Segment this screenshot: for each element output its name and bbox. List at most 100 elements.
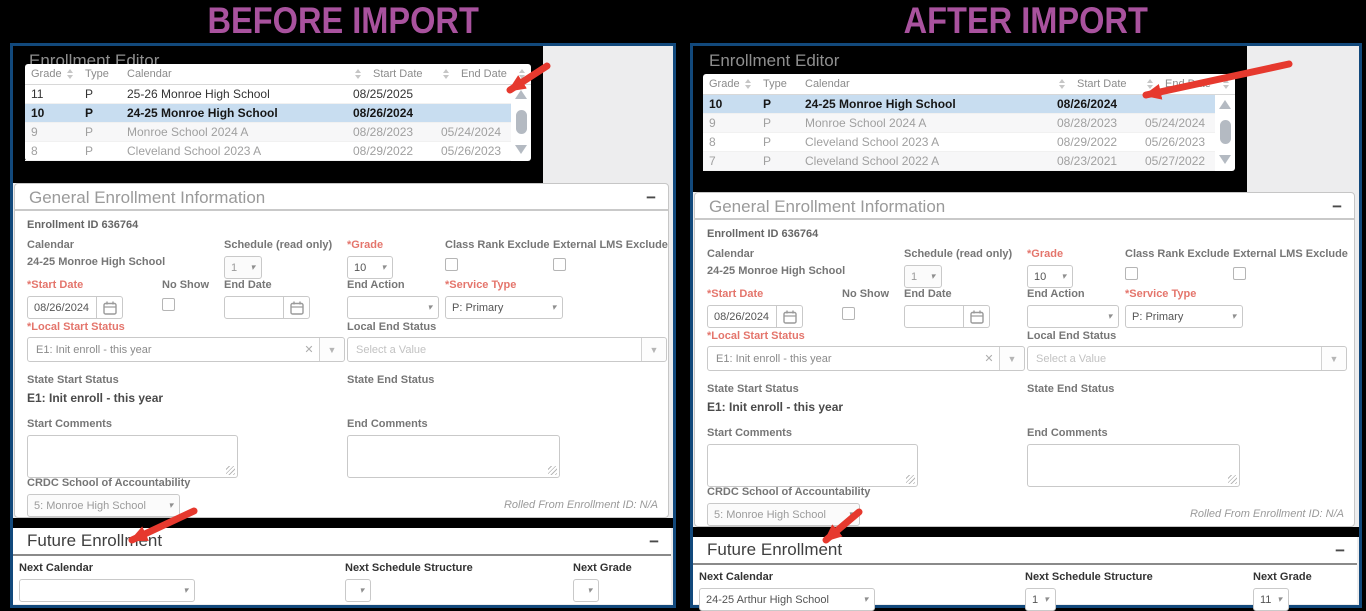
scroll-down-icon[interactable] bbox=[515, 145, 527, 154]
table-row-selected[interactable]: 10 P 24-25 Monroe High School 08/26/2024 bbox=[703, 95, 1215, 114]
end-date-input[interactable] bbox=[224, 296, 284, 319]
service-type-select[interactable]: P: Primary ▾ bbox=[445, 296, 563, 319]
grade-select[interactable]: 10 ▾ bbox=[1027, 265, 1073, 288]
enrollment-table: Grade Type Calendar Start Date End Date … bbox=[703, 74, 1235, 171]
table-row[interactable]: 9 P Monroe School 2024 A 08/28/2023 05/2… bbox=[703, 114, 1215, 133]
class-rank-checkbox[interactable] bbox=[1125, 267, 1138, 280]
grade-select[interactable]: 10 ▾ bbox=[347, 256, 393, 279]
sort-icon[interactable] bbox=[1059, 79, 1065, 89]
next-grade-select[interactable]: ▾ bbox=[573, 579, 599, 602]
future-enrollment-body: Next Calendar ▾ Next Schedule Structure … bbox=[13, 556, 671, 602]
crdc-field: CRDC School of Accountability 5: Monroe … bbox=[707, 486, 870, 526]
local-start-status-select[interactable]: E1: Init enroll - this year ✕ ▼ bbox=[707, 346, 1025, 371]
col-end-date[interactable]: End Date bbox=[455, 64, 531, 84]
end-comments-textarea[interactable] bbox=[1027, 444, 1240, 487]
chevron-down-icon[interactable]: ▼ bbox=[999, 347, 1024, 370]
calendar-button[interactable] bbox=[964, 305, 990, 328]
enrollment-editor-section: Enrollment Editor Grade Type Calendar St… bbox=[13, 46, 543, 183]
table-row[interactable]: 9 P Monroe School 2024 A 08/28/2023 05/2… bbox=[25, 123, 511, 142]
enrollment-id: Enrollment ID 636764 bbox=[707, 228, 819, 240]
sort-icon[interactable] bbox=[355, 69, 361, 79]
col-grade[interactable]: Grade bbox=[25, 64, 79, 84]
local-end-status-select[interactable]: Select a Value ▼ bbox=[347, 337, 667, 362]
collapse-icon[interactable]: − bbox=[1332, 197, 1342, 216]
start-comments-textarea[interactable] bbox=[27, 435, 238, 478]
start-comments-textarea[interactable] bbox=[707, 444, 918, 487]
col-type[interactable]: Type bbox=[85, 68, 109, 80]
local-end-status-select[interactable]: Select a Value ▼ bbox=[1027, 346, 1347, 371]
col-end-date[interactable]: End Date bbox=[1159, 74, 1235, 94]
start-date-input[interactable]: 08/26/2024 bbox=[27, 296, 97, 319]
future-enrollment-card: Future Enrollment − Next Calendar ▾ Next… bbox=[13, 528, 671, 604]
scroll-up-icon[interactable] bbox=[1219, 100, 1231, 109]
chevron-down-icon[interactable]: ▼ bbox=[319, 338, 344, 361]
sort-icon[interactable] bbox=[745, 79, 751, 89]
end-action-select[interactable]: ▾ bbox=[1027, 305, 1119, 328]
scroll-up-icon[interactable] bbox=[515, 90, 527, 99]
end-date-input[interactable] bbox=[904, 305, 964, 328]
collapse-icon[interactable]: − bbox=[649, 531, 659, 551]
sort-icon[interactable] bbox=[1223, 79, 1229, 89]
table-row[interactable]: 8 P Cleveland School 2023 A 08/29/2022 0… bbox=[25, 142, 511, 161]
calendar-button[interactable] bbox=[97, 296, 123, 319]
table-row-selected[interactable]: 10 P 24-25 Monroe High School 08/26/2024 bbox=[25, 104, 511, 123]
table-row[interactable]: 11 P 25-26 Monroe High School 08/25/2025 bbox=[25, 85, 511, 104]
state-start-status-field: State Start Status E1: Init enroll - thi… bbox=[707, 383, 844, 414]
no-show-checkbox[interactable] bbox=[842, 307, 855, 320]
collapse-icon[interactable]: − bbox=[1335, 540, 1345, 560]
schedule-select[interactable]: 1 ▾ bbox=[904, 265, 942, 288]
no-show-checkbox[interactable] bbox=[162, 298, 175, 311]
schedule-select[interactable]: 1 ▾ bbox=[224, 256, 262, 279]
start-date-input[interactable]: 08/26/2024 bbox=[707, 305, 777, 328]
calendar-icon bbox=[969, 310, 984, 324]
col-grade[interactable]: Grade bbox=[703, 74, 757, 94]
next-grade-select[interactable]: 11 ▾ bbox=[1253, 588, 1289, 611]
chevron-down-icon: ▾ bbox=[930, 271, 935, 281]
scroll-down-icon[interactable] bbox=[1219, 155, 1231, 164]
col-type[interactable]: Type bbox=[763, 78, 787, 90]
next-calendar-field: Next Calendar 24-25 Arthur High School ▾ bbox=[699, 571, 875, 611]
end-comments-textarea[interactable] bbox=[347, 435, 560, 478]
x-icon[interactable]: ✕ bbox=[984, 353, 994, 365]
calendar-button[interactable] bbox=[777, 305, 803, 328]
sort-icon[interactable] bbox=[443, 69, 449, 79]
schedule-field: Schedule (read only) 1 ▾ bbox=[224, 239, 332, 279]
chevron-down-icon: ▾ bbox=[863, 594, 868, 604]
class-rank-checkbox[interactable] bbox=[445, 258, 458, 271]
x-icon[interactable]: ✕ bbox=[304, 344, 314, 356]
table-header: Grade Type Calendar Start Date End Date bbox=[703, 74, 1235, 95]
scroll-thumb[interactable] bbox=[515, 110, 527, 134]
sort-icon[interactable] bbox=[67, 69, 73, 79]
chevron-down-icon: ▾ bbox=[1277, 594, 1282, 604]
crdc-select[interactable]: 5: Monroe High School ▾ bbox=[707, 503, 860, 526]
general-enrollment-header: General Enrollment Information − bbox=[15, 184, 668, 211]
future-enrollment-body: Next Calendar 24-25 Arthur High School ▾ … bbox=[693, 565, 1357, 611]
next-calendar-select[interactable]: ▾ bbox=[19, 579, 195, 602]
chevron-down-icon[interactable]: ▼ bbox=[641, 338, 666, 361]
crdc-select[interactable]: 5: Monroe High School ▾ bbox=[27, 494, 180, 517]
chevron-down-icon: ▾ bbox=[381, 262, 386, 272]
local-start-status-select[interactable]: E1: Init enroll - this year ✕ ▼ bbox=[27, 337, 345, 362]
next-schedule-select[interactable]: ▾ bbox=[345, 579, 371, 602]
chevron-down-icon[interactable]: ▼ bbox=[1321, 347, 1346, 370]
col-calendar[interactable]: Calendar bbox=[121, 64, 367, 84]
external-lms-checkbox[interactable] bbox=[1233, 267, 1246, 280]
collapse-icon[interactable]: − bbox=[646, 188, 656, 207]
end-action-select[interactable]: ▾ bbox=[347, 296, 439, 319]
next-schedule-select[interactable]: 1 ▾ bbox=[1025, 588, 1056, 611]
state-start-status-value: E1: Init enroll - this year bbox=[27, 391, 164, 405]
col-calendar[interactable]: Calendar bbox=[799, 74, 1071, 94]
col-start-date[interactable]: Start Date bbox=[1071, 74, 1159, 94]
scroll-thumb[interactable] bbox=[1219, 120, 1231, 144]
sort-icon[interactable] bbox=[519, 69, 525, 79]
sort-icon[interactable] bbox=[1147, 79, 1153, 89]
state-end-status-field: State End Status bbox=[1027, 383, 1115, 395]
service-type-select[interactable]: P: Primary ▾ bbox=[1125, 305, 1243, 328]
next-calendar-select[interactable]: 24-25 Arthur High School ▾ bbox=[699, 588, 875, 611]
chevron-down-icon: ▾ bbox=[587, 585, 592, 595]
table-row[interactable]: 7 P Cleveland School 2022 A 08/23/2021 0… bbox=[703, 152, 1215, 171]
external-lms-checkbox[interactable] bbox=[553, 258, 566, 271]
col-start-date[interactable]: Start Date bbox=[367, 64, 455, 84]
table-row[interactable]: 8 P Cleveland School 2023 A 08/29/2022 0… bbox=[703, 133, 1215, 152]
calendar-button[interactable] bbox=[284, 296, 310, 319]
